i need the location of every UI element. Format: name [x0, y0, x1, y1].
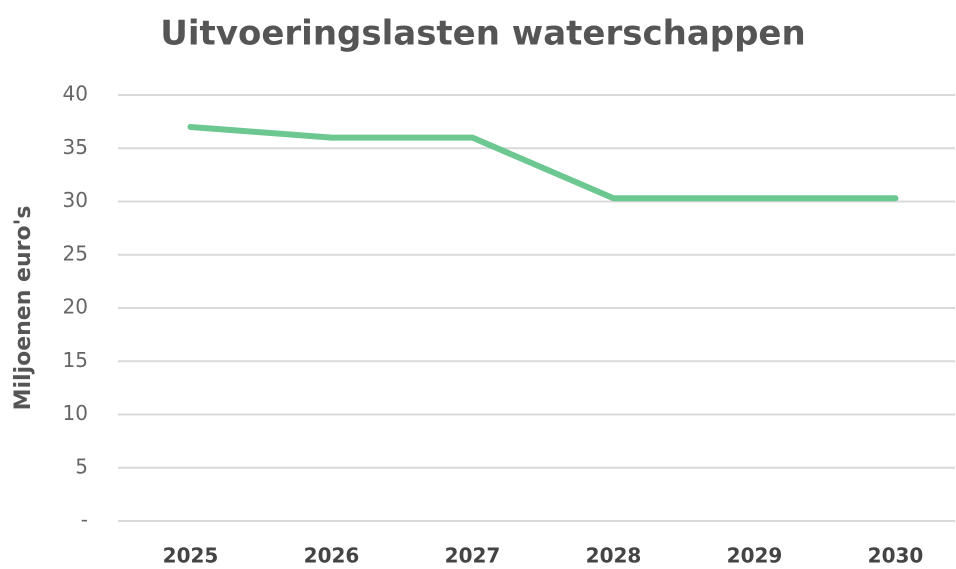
y-tick-label: 5	[75, 454, 88, 478]
y-axis-label: Miljoenen euro's	[11, 206, 36, 411]
y-tick-label: 20	[63, 295, 88, 319]
y-tick-label: 30	[63, 188, 88, 212]
y-tick-label: 40	[63, 82, 88, 106]
y-tick-label: 35	[63, 135, 88, 159]
y-tick-label: -	[81, 508, 88, 532]
chart-title: Uitvoeringslasten waterschappen	[160, 14, 805, 54]
x-tick-label: 2029	[727, 544, 783, 568]
x-tick-label: 2028	[586, 544, 642, 568]
x-tick-label: 2026	[304, 544, 360, 568]
x-tick-label: 2030	[868, 544, 924, 568]
y-tick-label: 10	[63, 401, 88, 425]
y-tick-label: 25	[63, 241, 88, 265]
x-tick-label: 2025	[163, 544, 219, 568]
data-line	[187, 123, 899, 202]
y-tick-label: 15	[63, 348, 88, 372]
x-tick-label: 2027	[445, 544, 501, 568]
